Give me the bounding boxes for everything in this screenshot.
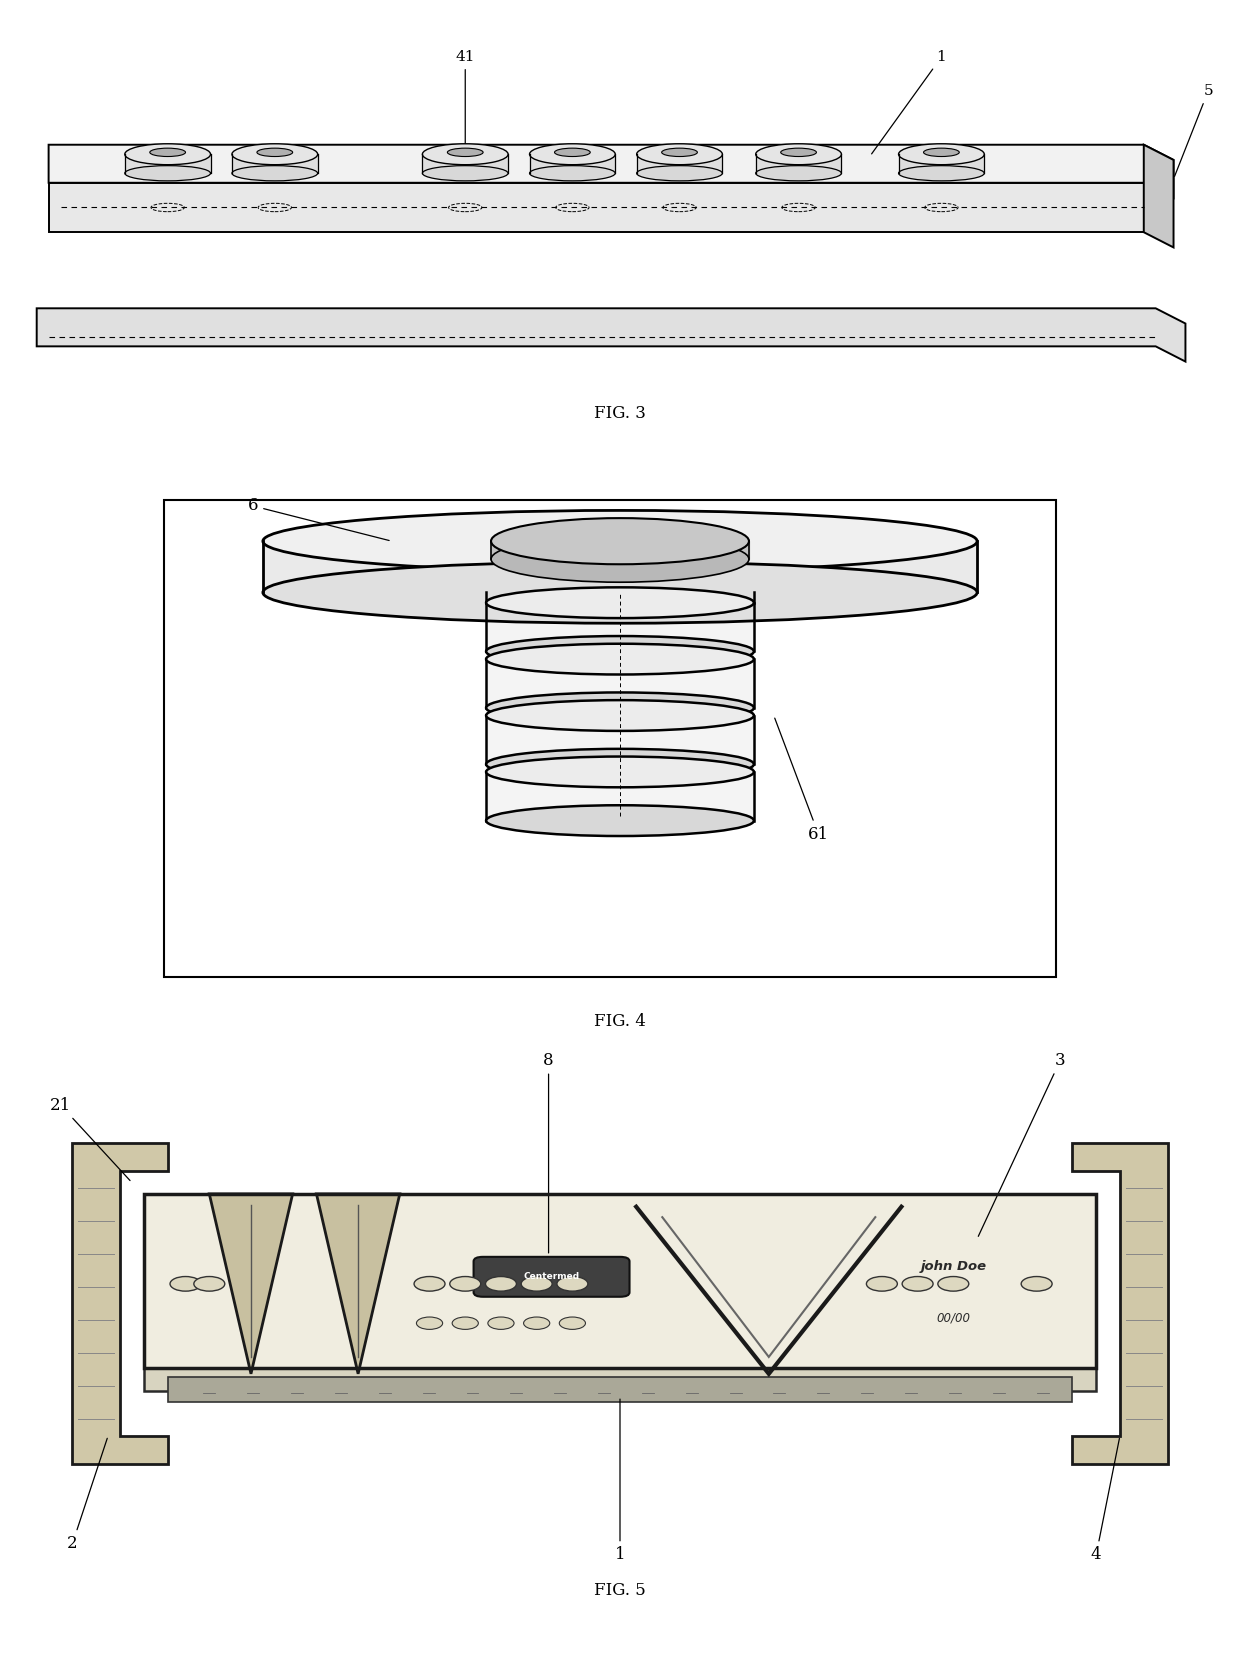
Circle shape: [414, 1277, 445, 1292]
Ellipse shape: [636, 144, 723, 165]
Bar: [167, 1376, 1073, 1403]
Circle shape: [487, 1317, 515, 1330]
Ellipse shape: [125, 165, 211, 180]
Ellipse shape: [554, 149, 590, 157]
Circle shape: [417, 1317, 443, 1330]
Ellipse shape: [486, 643, 754, 675]
Text: 2: 2: [67, 1439, 107, 1551]
Circle shape: [937, 1277, 968, 1292]
Text: 3: 3: [978, 1052, 1065, 1236]
Ellipse shape: [486, 749, 754, 779]
Text: 21: 21: [50, 1097, 130, 1181]
Circle shape: [193, 1277, 224, 1292]
Polygon shape: [316, 1194, 399, 1374]
Text: FIG. 3: FIG. 3: [594, 405, 646, 422]
Polygon shape: [1073, 1143, 1168, 1464]
Text: Centermed: Centermed: [523, 1272, 579, 1282]
Text: 41: 41: [455, 50, 475, 149]
Circle shape: [903, 1277, 932, 1292]
Ellipse shape: [486, 693, 754, 723]
Text: 00/00: 00/00: [936, 1312, 971, 1325]
Ellipse shape: [491, 518, 749, 564]
Circle shape: [557, 1277, 588, 1292]
Ellipse shape: [491, 536, 749, 582]
Ellipse shape: [755, 144, 842, 165]
Ellipse shape: [486, 805, 754, 835]
Polygon shape: [48, 184, 1143, 232]
Ellipse shape: [486, 587, 754, 619]
Ellipse shape: [529, 144, 615, 165]
Circle shape: [559, 1317, 585, 1330]
Text: FIG. 5: FIG. 5: [594, 1581, 646, 1599]
Ellipse shape: [486, 756, 754, 787]
Ellipse shape: [486, 637, 754, 667]
Ellipse shape: [125, 144, 211, 165]
Ellipse shape: [263, 562, 977, 624]
Polygon shape: [48, 146, 1173, 198]
Ellipse shape: [263, 511, 977, 572]
Text: FIG. 4: FIG. 4: [594, 1012, 646, 1030]
Ellipse shape: [423, 165, 508, 180]
Polygon shape: [210, 1194, 293, 1374]
Text: 61: 61: [775, 718, 830, 842]
Text: john Doe: john Doe: [920, 1260, 986, 1274]
Circle shape: [453, 1317, 479, 1330]
Polygon shape: [72, 1143, 167, 1464]
Polygon shape: [37, 308, 1185, 362]
Ellipse shape: [486, 700, 754, 731]
Ellipse shape: [899, 144, 985, 165]
Circle shape: [170, 1277, 201, 1292]
Circle shape: [521, 1277, 552, 1292]
Polygon shape: [144, 1194, 1096, 1368]
Ellipse shape: [423, 144, 508, 165]
Ellipse shape: [257, 149, 293, 157]
Ellipse shape: [781, 149, 816, 157]
Circle shape: [1022, 1277, 1052, 1292]
Ellipse shape: [150, 149, 186, 157]
Text: 5: 5: [1174, 84, 1213, 177]
Ellipse shape: [448, 149, 484, 157]
Circle shape: [523, 1317, 549, 1330]
Text: 1: 1: [872, 50, 946, 154]
Ellipse shape: [662, 149, 697, 157]
Text: 4: 4: [1091, 1439, 1120, 1563]
Ellipse shape: [899, 165, 985, 180]
Circle shape: [486, 1277, 516, 1292]
Polygon shape: [144, 1368, 1096, 1391]
Ellipse shape: [529, 165, 615, 180]
Polygon shape: [1143, 146, 1173, 248]
Circle shape: [450, 1277, 481, 1292]
Text: 6: 6: [248, 498, 389, 541]
Ellipse shape: [232, 165, 317, 180]
Ellipse shape: [636, 165, 723, 180]
Ellipse shape: [924, 149, 960, 157]
Circle shape: [867, 1277, 898, 1292]
FancyBboxPatch shape: [474, 1257, 630, 1297]
Text: 8: 8: [543, 1052, 554, 1254]
Ellipse shape: [232, 144, 317, 165]
Ellipse shape: [755, 165, 842, 180]
Bar: [144, 1194, 1096, 1368]
Text: 1: 1: [615, 1399, 625, 1563]
